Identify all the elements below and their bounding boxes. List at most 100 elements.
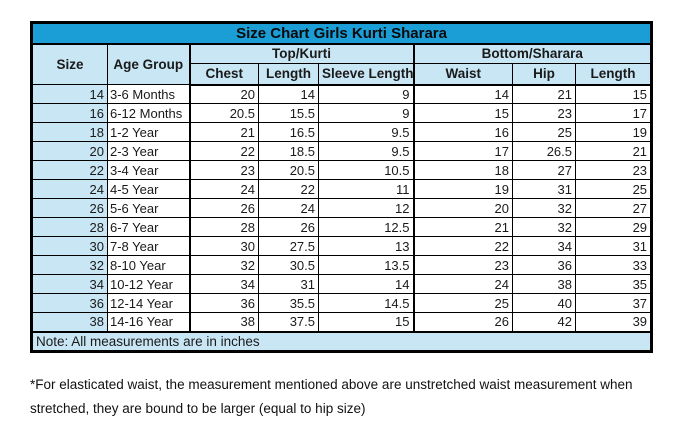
table-row: 32 8-10 Year 32 30.5 13.5 23 36 33: [31, 255, 653, 275]
size-cell: 32: [31, 255, 108, 275]
hip-cell: 21: [512, 84, 576, 104]
chest-cell: 23: [188, 160, 259, 180]
age-group-cell: 5-6 Year: [107, 198, 190, 218]
waist-cell: 16: [412, 122, 513, 142]
waist-cell: 18: [412, 160, 513, 180]
sleeve-length-cell: 9: [318, 84, 414, 104]
chest-cell: 34: [188, 274, 259, 294]
size-chart-table: Size Chart Girls Kurti Sharara Size Age …: [30, 21, 654, 353]
size-cell: 38: [31, 312, 108, 332]
sleeve-length-cell: 12: [318, 198, 414, 218]
sub-header-row: Chest Length Sleeve Length Waist Hip Len…: [32, 63, 653, 86]
waist-cell: 19: [412, 179, 513, 199]
column-group-top-kurti: Top/Kurti: [188, 43, 414, 64]
bottom-length-cell: 35: [574, 274, 653, 294]
chest-cell: 20.5: [188, 103, 259, 123]
age-group-cell: 3-4 Year: [107, 160, 190, 180]
chest-cell: 24: [188, 179, 259, 199]
bottom-length-cell: 27: [574, 198, 653, 218]
table-row: 38 14-16 Year 38 37.5 15 26 42 39: [31, 312, 653, 332]
top-length-cell: 14: [258, 84, 319, 104]
sleeve-length-cell: 12.5: [318, 217, 414, 237]
table-row: 24 4-5 Year 24 22 11 19 31 25: [31, 179, 653, 199]
bottom-length-cell: 21: [574, 141, 653, 161]
bottom-length-cell: 37: [574, 293, 653, 313]
size-cell: 14: [31, 84, 108, 104]
top-length-cell: 27.5: [258, 236, 319, 256]
chest-cell: 28: [188, 217, 259, 237]
age-group-cell: 2-3 Year: [107, 141, 190, 161]
bottom-length-cell: 25: [574, 179, 653, 199]
waist-cell: 17: [412, 141, 513, 161]
sleeve-length-cell: 14.5: [318, 293, 414, 313]
age-group-cell: 4-5 Year: [107, 179, 190, 199]
size-cell: 34: [31, 274, 108, 294]
chest-cell: 32: [188, 255, 259, 275]
column-header-top-length: Length: [258, 63, 319, 86]
age-group-cell: 10-12 Year: [107, 274, 190, 294]
chest-cell: 26: [188, 198, 259, 218]
waist-cell: 26: [412, 312, 513, 332]
hip-cell: 34: [512, 236, 576, 256]
waist-cell: 15: [412, 103, 513, 123]
size-cell: 26: [31, 198, 108, 218]
chest-cell: 20: [188, 84, 259, 104]
hip-cell: 23: [512, 103, 576, 123]
hip-cell: 32: [512, 217, 576, 237]
table-row: 26 5-6 Year 26 24 12 20 32 27: [31, 198, 653, 218]
title-row: Size Chart Girls Kurti Sharara: [30, 22, 653, 45]
sleeve-length-cell: 9: [318, 103, 414, 123]
hip-cell: 26.5: [512, 141, 576, 161]
table-row: 30 7-8 Year 30 27.5 13 22 34 31: [31, 236, 653, 256]
size-cell: 30: [31, 236, 108, 256]
age-group-cell: 1-2 Year: [107, 122, 190, 142]
sleeve-length-cell: 9.5: [318, 141, 414, 161]
waist-cell: 22: [412, 236, 513, 256]
top-length-cell: 26: [258, 217, 319, 237]
top-length-cell: 20.5: [258, 160, 319, 180]
age-group-cell: 6-7 Year: [107, 217, 190, 237]
group-header-row: Size Age Group Top/Kurti Bottom/Sharara: [31, 43, 653, 85]
column-header-bottom-length: Length: [574, 63, 653, 86]
hip-cell: 38: [512, 274, 576, 294]
bottom-length-cell: 15: [574, 84, 653, 104]
top-length-cell: 16.5: [258, 122, 319, 142]
bottom-length-cell: 39: [574, 312, 653, 332]
sleeve-length-cell: 9.5: [318, 122, 414, 142]
hip-cell: 32: [512, 198, 576, 218]
top-length-cell: 30.5: [258, 255, 319, 275]
sleeve-length-cell: 13: [318, 236, 414, 256]
table-row: 20 2-3 Year 22 18.5 9.5 17 26.5 21: [31, 141, 653, 161]
size-cell: 22: [31, 160, 108, 180]
waist-cell: 20: [412, 198, 513, 218]
size-cell: 16: [31, 103, 108, 123]
top-length-cell: 22: [258, 179, 319, 199]
elasticated-waist-disclaimer: *For elasticated waist, the measurement …: [30, 377, 633, 417]
chest-cell: 21: [188, 122, 259, 142]
table-row: 34 10-12 Year 34 31 14 24 38 35: [31, 274, 653, 294]
table-row: 36 12-14 Year 36 35.5 14.5 25 40 37: [31, 293, 653, 313]
hip-cell: 36: [512, 255, 576, 275]
note-row: Note: All measurements are in inches: [30, 330, 653, 352]
hip-cell: 25: [512, 122, 576, 142]
column-header-age-group: Age Group: [107, 43, 190, 85]
size-cell: 36: [31, 293, 108, 313]
waist-cell: 21: [412, 217, 513, 237]
table-title: Size Chart Girls Kurti Sharara: [30, 22, 653, 45]
top-length-cell: 18.5: [258, 141, 319, 161]
chest-cell: 36: [188, 293, 259, 313]
table-row: 14 3-6 Months 20 14 9 14 21 15: [31, 84, 653, 104]
sleeve-length-cell: 11: [318, 179, 414, 199]
hip-cell: 27: [512, 160, 576, 180]
waist-cell: 14: [412, 84, 513, 104]
column-group-bottom-sharara: Bottom/Sharara: [412, 43, 653, 64]
chest-cell: 22: [188, 141, 259, 161]
column-header-hip: Hip: [512, 63, 576, 86]
age-group-cell: 12-14 Year: [107, 293, 190, 313]
table-row: 16 6-12 Months 20.5 15.5 9 15 23 17: [31, 103, 653, 123]
top-length-cell: 37.5: [258, 312, 319, 332]
age-group-cell: 7-8 Year: [107, 236, 190, 256]
measurements-note: Note: All measurements are in inches: [30, 330, 653, 352]
top-length-cell: 15.5: [258, 103, 319, 123]
sleeve-length-cell: 15: [318, 312, 414, 332]
